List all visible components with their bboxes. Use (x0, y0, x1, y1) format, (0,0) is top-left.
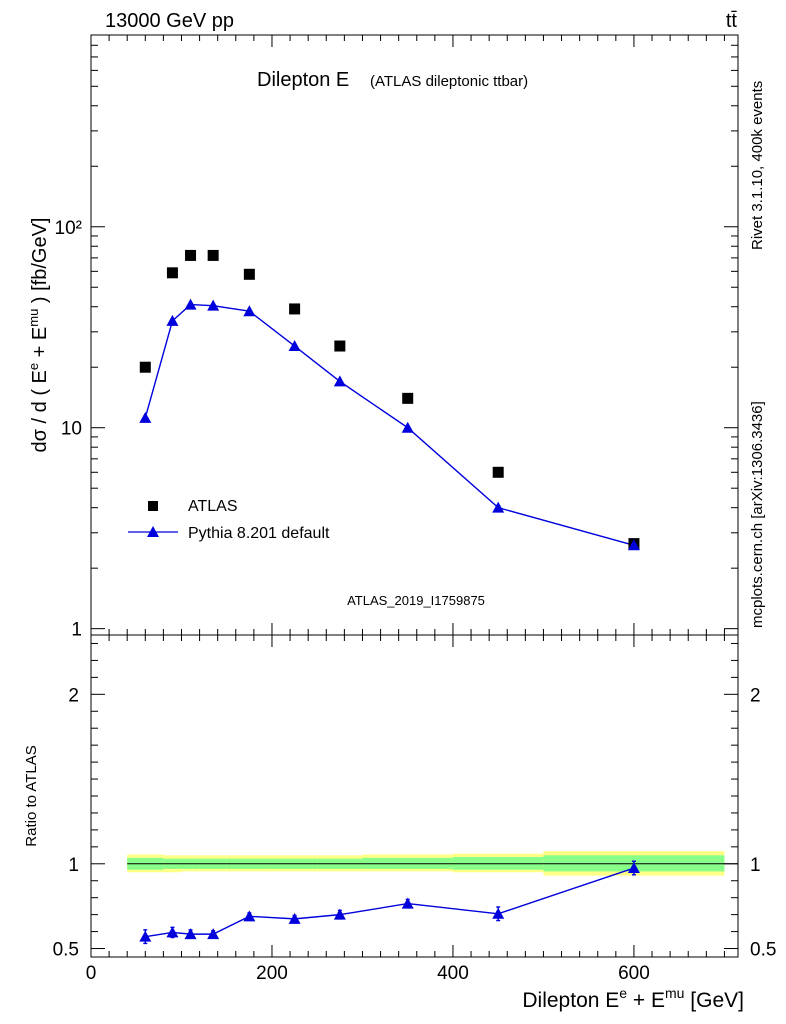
legend: ATLAS Pythia 8.201 default (128, 498, 330, 542)
ratio-point (401, 897, 414, 909)
xtick-label: 0 (86, 963, 97, 984)
atlas-point (334, 340, 346, 352)
ratio-point (207, 928, 220, 940)
ratio-point (492, 907, 505, 919)
atlas-point (185, 249, 197, 261)
atlas-point (139, 361, 151, 373)
mcplots-label: mcplots.cern.ch [arXiv:1306.3436] (749, 401, 766, 628)
ratio-ytick-labels: 0.5 0.5 1 1 2 2 (53, 685, 777, 960)
ratio-point (184, 928, 197, 940)
ratio-frame (90, 634, 739, 958)
main-ytick-label: 10² (55, 218, 82, 239)
legend-mc-marker (147, 526, 159, 537)
energy-label: 13000 GeV pp (105, 10, 234, 32)
main-ylabel: dσ / d ( Ee + Emu ) [fb/GeV] (26, 218, 51, 453)
mc-point (139, 411, 152, 423)
ratio-ytick-label-right: 0.5 (750, 940, 776, 961)
mc-point (184, 298, 197, 310)
ratio-ytick-label-right: 2 (750, 685, 761, 706)
xtick-label: 400 (437, 963, 469, 984)
main-subtitle: (ATLAS dileptonic ttbar) (370, 73, 528, 90)
atlas-point (492, 466, 504, 478)
ratio-point (166, 926, 179, 938)
mc-point (243, 305, 256, 317)
ratio-point (288, 912, 301, 924)
ratio-ytick-label-right: 1 (750, 855, 761, 876)
main-title: Dilepton E (257, 69, 349, 91)
xtick-label: 600 (618, 963, 650, 984)
atlas-point (243, 268, 255, 280)
main-ytick-label: 10 (61, 419, 82, 440)
atlas-point (207, 249, 219, 261)
mc-point (288, 340, 301, 352)
ratio-ytick-label-left: 1 (68, 855, 79, 876)
mc-point (207, 299, 220, 311)
ratio-point (243, 910, 256, 922)
atlas-point (289, 303, 301, 315)
legend-atlas-label: ATLAS (188, 498, 238, 515)
main-panel: Dilepton E (ATLAS dileptonic ttbar) ATLA… (26, 34, 739, 641)
ratio-panel: 0.5 0.5 1 1 2 2 0 200 400 600 Ratio to ATLAS Dil… (23, 634, 777, 1012)
legend-mc-label: Pythia 8.201 default (188, 525, 330, 542)
mc-point (401, 421, 414, 433)
watermark: ATLAS_2019_I1759875 (347, 593, 485, 608)
process-label: tt̄ (726, 10, 738, 32)
rivet-label: Rivet 3.1.10, 400k events (749, 81, 766, 250)
mc-point (492, 501, 505, 513)
mc-point (333, 375, 346, 387)
ratio-ylabel: Ratio to ATLAS (23, 745, 40, 846)
mc-line (144, 303, 635, 546)
main-ticks-layer (90, 34, 738, 635)
main-ytick-labels: 1 10 10² (55, 218, 82, 641)
ratio-ytick-label-left: 0.5 (53, 940, 79, 961)
ratio-line (145, 867, 635, 938)
atlas-point (402, 392, 414, 404)
ratio-point (627, 862, 640, 874)
legend-atlas-marker (148, 501, 158, 511)
ratio-ticks-layer (90, 635, 738, 957)
main-frame (90, 34, 739, 636)
ratio-point (333, 908, 346, 920)
xtick-label: 200 (256, 963, 288, 984)
atlas-point (166, 267, 178, 279)
main-marks-layer (139, 249, 640, 551)
mc-point (166, 314, 179, 326)
ratio-point (139, 930, 152, 942)
ratio-marks-layer (139, 860, 640, 945)
xaxis-label: Dilepton Ee + Emu [GeV] (522, 985, 744, 1012)
ratio-ytick-label-left: 2 (68, 685, 79, 706)
main-ytick-label: 1 (71, 620, 82, 641)
mc-point (627, 539, 640, 551)
ratio-xtick-labels: 0 200 400 600 (86, 963, 650, 984)
